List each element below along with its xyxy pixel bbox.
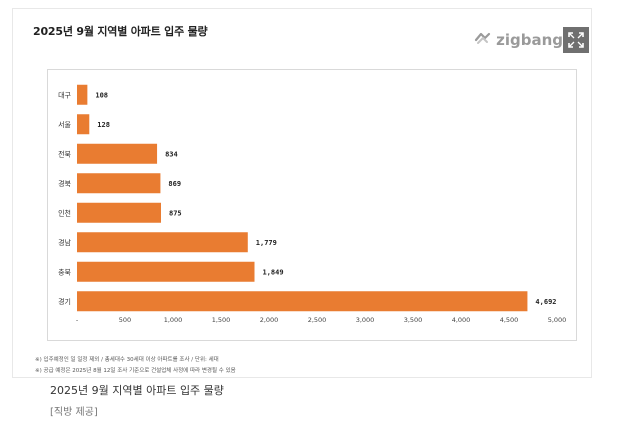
category-label: 인천 <box>58 208 71 217</box>
x-tick-label: 2,000 <box>260 316 279 324</box>
category-label: 대구 <box>58 91 71 99</box>
bar <box>77 232 248 253</box>
brand-logo: zigbang <box>474 31 563 49</box>
data-label: 875 <box>169 209 182 217</box>
bar <box>77 261 255 282</box>
x-tick-label: 2,500 <box>308 316 327 324</box>
note-line: ※) 입주예정인 일 일정 제외 / 총세대수 30세대 이상 아파트를 조사 … <box>35 357 219 363</box>
note-line: ※) 공급 예정은 2025년 8월 12일 조사 기준으로 건설업체 사정에 … <box>35 368 236 374</box>
zigbang-logo-icon <box>474 31 492 49</box>
data-label: 108 <box>95 91 108 99</box>
image-credit: [직방 제공] <box>50 407 98 418</box>
chart-notes: ※) 입주예정인 일 일정 제외 / 총세대수 30세대 이상 아파트를 조사 … <box>35 355 236 377</box>
data-label: 834 <box>165 150 178 158</box>
expand-button[interactable] <box>563 27 589 53</box>
x-tick-label: 1,500 <box>212 316 231 324</box>
chart-figure: 2025년 9월 지역별 아파트 입주 물량 zigbang 대구 108 서울 12… <box>12 8 592 378</box>
category-label: 서울 <box>58 120 71 129</box>
x-tick-label: 1,000 <box>164 316 183 324</box>
bar <box>77 114 90 135</box>
x-tick-label: 3,000 <box>356 316 375 324</box>
category-label: 경남 <box>58 238 71 247</box>
figure-caption: 2025년 9월 지역별 아파트 입주 물량 <box>50 384 224 397</box>
bar-chart: 대구 108 서울 128 전북 834 경북 869 인천 875 경남 1,779 충북 1,849 경… <box>58 84 567 324</box>
bar <box>77 291 528 312</box>
x-tick-label: 4,500 <box>500 316 519 324</box>
data-label: 4,692 <box>535 298 556 306</box>
category-label: 충북 <box>58 267 71 276</box>
category-label: 경북 <box>58 179 71 188</box>
x-tick-label: 5,000 <box>548 316 567 324</box>
bar <box>77 173 161 194</box>
brand-name: zigbang <box>496 31 563 49</box>
bar <box>77 202 161 223</box>
plot-area: 대구 108 서울 128 전북 834 경북 869 인천 875 경남 1,779 충북 1,849 경… <box>47 69 577 341</box>
bar <box>77 84 88 105</box>
data-label: 869 <box>168 180 181 188</box>
data-label: 1,779 <box>256 239 277 247</box>
x-tick-label: 4,000 <box>452 316 471 324</box>
x-tick-label: - <box>76 316 79 324</box>
chart-title: 2025년 9월 지역별 아파트 입주 물량 <box>33 25 208 38</box>
category-label: 전북 <box>58 149 71 158</box>
x-tick-label: 3,500 <box>404 316 423 324</box>
bar <box>77 143 158 164</box>
data-label: 1,849 <box>263 268 284 276</box>
expand-icon <box>568 32 584 48</box>
data-label: 128 <box>97 121 110 129</box>
category-label: 경기 <box>58 297 71 306</box>
x-tick-label: 500 <box>119 316 131 324</box>
